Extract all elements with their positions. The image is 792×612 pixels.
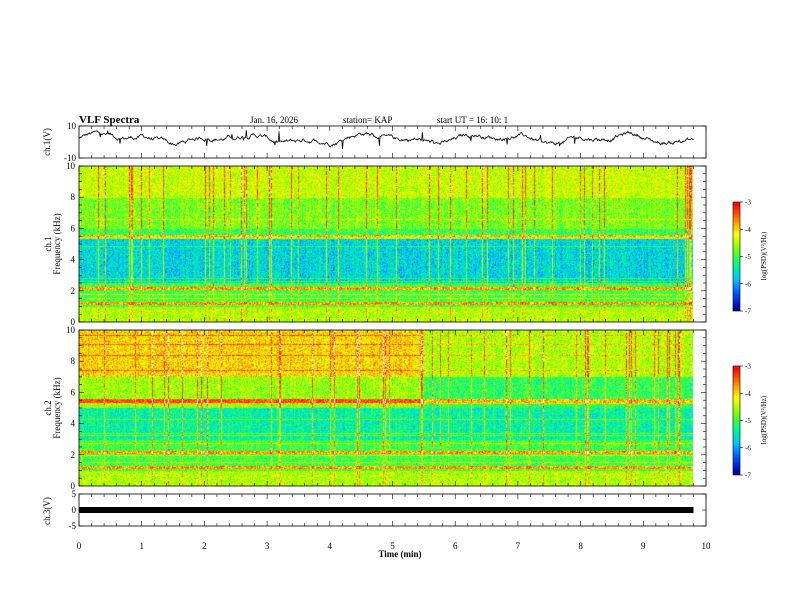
- ch2-spectrogram-image: [79, 330, 706, 486]
- ch1-channel-label: ch.1: [43, 236, 53, 251]
- y-tick-label: 6: [71, 387, 76, 397]
- header-date: Jan. 16, 2026: [250, 115, 298, 125]
- y-tick-label: 8: [71, 356, 76, 366]
- y-tick-label: 2: [71, 286, 76, 296]
- x-tick-label: 2: [202, 541, 207, 551]
- ch2-frequency-ylabel: Frequency (kHz): [52, 377, 62, 438]
- y-tick-label: 4: [71, 255, 76, 265]
- colorbar-tick-label: -6: [745, 280, 751, 288]
- colorbar-tick-label: -6: [745, 444, 751, 452]
- y-tick-label: 0: [71, 317, 76, 327]
- ch3-waveform-panel: 5 0 -5 ch.3(V): [42, 489, 707, 531]
- colorbar-tick-label: -7: [745, 308, 751, 316]
- colorbar-tick-label: -4: [745, 390, 751, 398]
- y-tick-label: 0: [71, 481, 76, 491]
- y-tick-label: 10: [67, 121, 77, 131]
- ch2-spectrogram-image-holder: [79, 330, 706, 486]
- ch2-colorbar-label: log(PSD)(V²/Hz): [760, 395, 768, 444]
- ch3-waveform-trace: [79, 507, 694, 513]
- figure-title: VLF Spectra: [79, 114, 140, 126]
- y-tick-label: 8: [71, 192, 76, 202]
- x-axis-label: Time (min): [378, 549, 421, 559]
- colorbar-tick-label: -3: [745, 363, 751, 371]
- y-tick-label: 0: [72, 505, 77, 515]
- x-tick-label: 9: [641, 541, 646, 551]
- colorbar-tick-label: -7: [745, 472, 751, 480]
- colorbar-tick-label: -3: [745, 199, 751, 207]
- ch1-colorbar-holder: [733, 202, 740, 311]
- ch2-colorbar: [733, 366, 740, 475]
- ch1-colorbar: [733, 202, 740, 311]
- x-tick-label: 5: [390, 541, 395, 551]
- x-tick-label: 3: [265, 541, 270, 551]
- x-tick-label: 7: [516, 541, 521, 551]
- y-tick-label: 5: [72, 489, 77, 499]
- ch1-waveform-ylabel: ch.1(V): [42, 128, 52, 156]
- y-tick-label: -10: [64, 153, 76, 163]
- ch2-colorbar-holder: [733, 366, 740, 475]
- ch1-spectrogram-image: [79, 166, 706, 322]
- x-tick-label: 6: [453, 541, 458, 551]
- ch1-colorbar-label: log(PSD)(V²/Hz): [760, 231, 768, 280]
- x-tick-label: 8: [578, 541, 583, 551]
- x-tick-label: 0: [77, 541, 82, 551]
- header-start-time: start UT = 16: 10: 1: [437, 115, 508, 125]
- header-station: station= KAP: [343, 115, 392, 125]
- y-tick-label: 10: [66, 161, 76, 171]
- y-tick-label: 2: [71, 450, 76, 460]
- ch1-frequency-ylabel: Frequency (kHz): [52, 213, 62, 274]
- colorbar-tick-label: -4: [745, 226, 751, 234]
- y-tick-label: 6: [71, 223, 76, 233]
- ch2-channel-label: ch.2: [43, 400, 53, 415]
- y-tick-label: -5: [69, 521, 77, 531]
- colorbar-tick-label: -5: [745, 417, 751, 425]
- y-tick-label: 10: [66, 325, 76, 335]
- x-tick-label: 1: [139, 541, 144, 551]
- ch1-waveform-panel: 10 -10 ch.1(V): [42, 121, 707, 163]
- ch1-waveform-trace: [78, 129, 694, 150]
- ch3-waveform-ylabel: ch.3(V): [42, 497, 52, 525]
- ch1-spectrogram-image-holder: [79, 166, 706, 322]
- colorbar-tick-label: -5: [745, 253, 751, 261]
- x-tick-label: 10: [702, 541, 712, 551]
- y-tick-label: 4: [71, 419, 76, 429]
- x-tick-label: 4: [328, 541, 333, 551]
